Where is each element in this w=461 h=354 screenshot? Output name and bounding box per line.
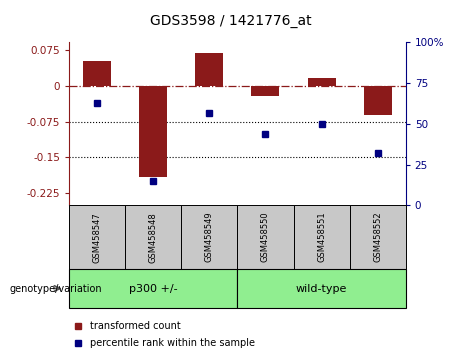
Text: GSM458550: GSM458550: [261, 212, 270, 263]
Text: GSM458548: GSM458548: [149, 212, 158, 263]
Bar: [294, 205, 349, 269]
Bar: [364, 86, 392, 115]
Bar: [69, 205, 125, 269]
Text: GSM458549: GSM458549: [205, 212, 214, 263]
Bar: [181, 205, 237, 269]
Text: percentile rank within the sample: percentile rank within the sample: [90, 338, 255, 348]
Text: GSM458551: GSM458551: [317, 212, 326, 263]
Bar: [125, 205, 181, 269]
Bar: [307, 78, 336, 86]
Text: GSM458547: GSM458547: [93, 212, 102, 263]
Bar: [195, 53, 224, 86]
Bar: [69, 269, 237, 308]
Bar: [139, 86, 167, 177]
Text: genotype/variation: genotype/variation: [9, 284, 102, 293]
Bar: [237, 205, 294, 269]
Bar: [251, 86, 279, 96]
Text: p300 +/-: p300 +/-: [129, 284, 177, 293]
Bar: [349, 205, 406, 269]
Text: GDS3598 / 1421776_at: GDS3598 / 1421776_at: [150, 14, 311, 28]
Text: transformed count: transformed count: [90, 321, 181, 331]
Bar: [237, 269, 406, 308]
Text: GSM458552: GSM458552: [373, 212, 382, 263]
Bar: [83, 61, 111, 86]
Text: wild-type: wild-type: [296, 284, 347, 293]
